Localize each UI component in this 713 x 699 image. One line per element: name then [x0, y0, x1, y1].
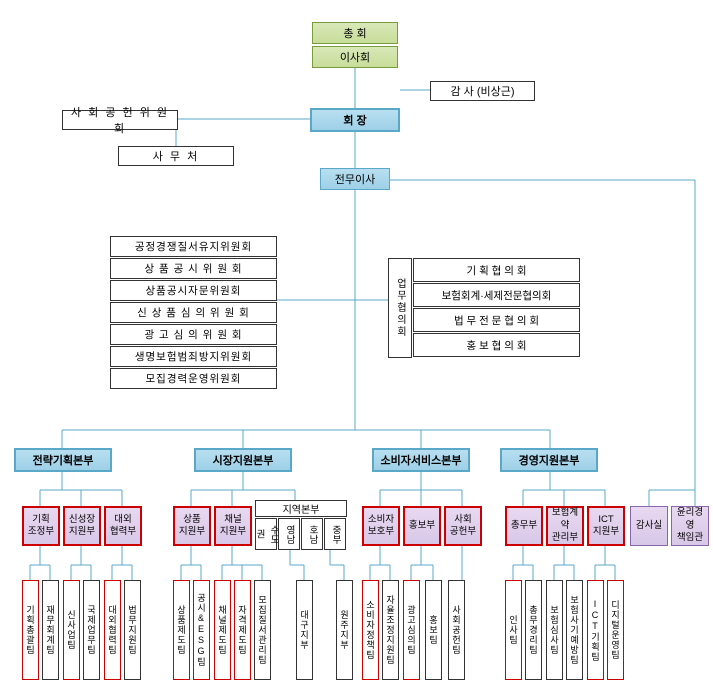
team-15: 광고심의팀 [403, 580, 420, 680]
region-hq: 지역본부 [255, 500, 347, 517]
team-9: 자격제도팀 [234, 580, 251, 680]
committee-left-2: 상품공시자문위원회 [110, 280, 277, 301]
dept-7: 홍보부 [403, 506, 441, 546]
node-md: 전무이사 [320, 168, 390, 190]
hq-2: 소비자서비스본부 [372, 448, 470, 472]
committee-right-1: 보험회계·세제전문협의회 [413, 283, 580, 307]
team-14: 자율조정지원팀 [382, 580, 399, 680]
dept-3: 상품 지원부 [173, 506, 211, 546]
committee-right-3: 홍 보 협 의 회 [413, 333, 580, 357]
team-11: 대구지부 [296, 580, 313, 680]
hq-3: 경영지원본부 [500, 448, 598, 472]
node-office: 사 무 처 [118, 146, 234, 166]
team-17: 사회공헌팀 [448, 580, 465, 680]
team-6: 상품제도팀 [173, 580, 190, 680]
hq-1: 시장지원본부 [194, 448, 292, 472]
team-3: 국제업무팀 [83, 580, 100, 680]
region-3: 중부 [324, 518, 346, 550]
dept-0: 기획 조정부 [22, 506, 60, 546]
team-4: 대외협력팀 [104, 580, 121, 680]
committee-left-0: 공정경쟁질서유지위원회 [110, 236, 277, 257]
dept-13: 윤리경영 책임관 [671, 506, 709, 546]
node-general: 총 회 [312, 22, 398, 44]
team-21: 보험사기예방팀 [566, 580, 583, 680]
committee-left-1: 상 품 공 시 위 원 회 [110, 258, 277, 279]
team-2: 신사업팀 [63, 580, 80, 680]
team-7: 공시&ESG팀 [193, 580, 210, 680]
dept-1: 신성장 지원부 [63, 506, 101, 546]
team-22: ICT기획팀 [587, 580, 604, 680]
team-23: 디지털운영팀 [607, 580, 624, 680]
team-0: 기획총괄팀 [22, 580, 39, 680]
node-audit: 감 사 (비상근) [430, 81, 535, 101]
committee-right-0: 기 획 협 의 회 [413, 258, 580, 282]
team-12: 원주지부 [336, 580, 353, 680]
team-20: 보험심사팀 [546, 580, 563, 680]
team-5: 법무지원팀 [124, 580, 141, 680]
committee-right-2: 법 무 전 문 협 의 회 [413, 308, 580, 332]
dept-8: 사회 공헌부 [444, 506, 482, 546]
dept-4: 채널 지원부 [214, 506, 252, 546]
team-19: 총무경리팀 [525, 580, 542, 680]
node-social: 사 회 공 헌 위 원 회 [62, 110, 178, 130]
team-16: 홍보팀 [425, 580, 442, 680]
team-8: 채널제도팀 [214, 580, 231, 680]
dept-2: 대외 협력부 [104, 506, 142, 546]
dept-10: 보험계약 관리부 [546, 506, 584, 546]
committee-left-4: 광 고 심 의 위 원 회 [110, 324, 277, 345]
committee-left-6: 모집경력운영위원회 [110, 368, 277, 389]
dept-9: 총무부 [505, 506, 543, 546]
node-chairman: 회 장 [310, 108, 400, 132]
hq-0: 전략기획본부 [14, 448, 112, 472]
team-1: 재무회계팀 [42, 580, 59, 680]
team-13: 소비자정책팀 [362, 580, 379, 680]
region-2: 호남 [301, 518, 323, 550]
council-label: 업무협의회 [388, 258, 412, 358]
node-board: 이사회 [312, 46, 398, 68]
dept-12: 감사실 [630, 506, 668, 546]
team-18: 인사팀 [505, 580, 522, 680]
region-1: 영남 [278, 518, 300, 550]
dept-11: ICT 지원부 [587, 506, 625, 546]
committee-left-5: 생명보험범죄방지위원회 [110, 346, 277, 367]
team-10: 모집질서관리팀 [254, 580, 271, 680]
committee-left-3: 신 상 품 심 의 위 원 회 [110, 302, 277, 323]
region-0: 수도권 [255, 518, 277, 550]
dept-6: 소비자 보호부 [362, 506, 400, 546]
